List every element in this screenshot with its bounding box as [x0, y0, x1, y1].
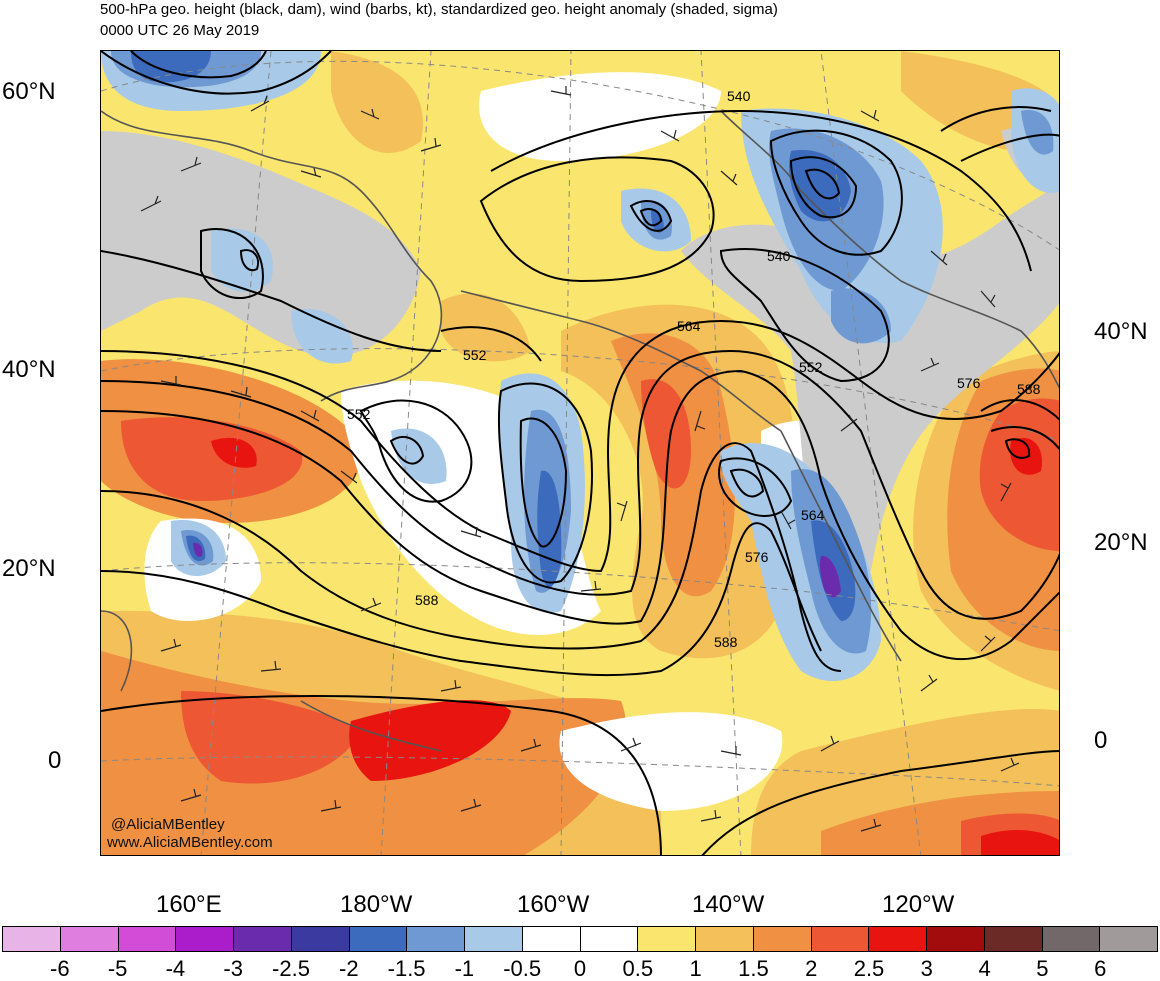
colorbar-label: 1 — [689, 956, 702, 981]
contour-label: 564 — [677, 318, 701, 334]
colorbar-cell — [465, 927, 523, 951]
height-contours — [101, 51, 1059, 855]
colorbar-label: 4 — [978, 956, 991, 981]
credit-handle: @AliciaMBentley — [111, 816, 225, 833]
colorbar-cell — [811, 927, 870, 951]
lon-label: 160°E — [156, 891, 222, 918]
colorbar-label: -0.5 — [503, 956, 542, 981]
colorbar-cell — [60, 927, 119, 951]
lat-label-right: 20°N — [1094, 529, 1148, 556]
colorbar-cell — [522, 927, 581, 951]
colorbar-label: 2 — [805, 956, 818, 981]
colorbar-label: -1 — [454, 956, 475, 981]
colorbar-label: -5 — [107, 956, 128, 981]
colorbar-label: -2.5 — [272, 956, 310, 981]
colorbar-label: 6 — [1094, 956, 1107, 981]
contour-label: 588 — [1017, 381, 1041, 397]
wind-barbs — [140, 86, 1020, 832]
colorbar-cell — [118, 927, 177, 951]
lat-label-right: 0 — [1094, 727, 1108, 754]
contour-label: 564 — [801, 507, 825, 523]
colorbar — [2, 926, 1158, 952]
colorbar-cell — [753, 927, 812, 951]
lon-label: 120°W — [882, 891, 955, 918]
lon-label: 160°W — [517, 891, 590, 918]
colorbar-label: -6 — [50, 956, 70, 981]
contour-label: 552 — [799, 359, 823, 375]
graticule — [101, 51, 1059, 855]
contour-label: 588 — [415, 592, 439, 608]
colorbar-cell — [291, 927, 350, 951]
colorbar-label: 0 — [573, 956, 587, 981]
contour-label: 588 — [714, 634, 738, 650]
contour-label: 576 — [957, 375, 981, 391]
lat-label-left: 60°N — [2, 78, 56, 105]
colorbar-label: -2 — [339, 956, 359, 981]
chart-title: 500-hPa geo. height (black, dam), wind (… — [100, 1, 778, 18]
contour-label: 540 — [727, 88, 751, 104]
contour-label: 576 — [745, 549, 769, 565]
colorbar-label: -3 — [223, 956, 243, 981]
colorbar-cell — [869, 927, 927, 951]
contour-labels: 540 540 552 552 552 564 564 576 576 588 … — [347, 88, 1041, 650]
lat-label-left: 0 — [48, 747, 62, 774]
colorbar-cell — [234, 927, 292, 951]
lon-label: 180°W — [340, 891, 413, 918]
lat-label-left: 20°N — [2, 555, 56, 582]
contour-label: 552 — [463, 347, 487, 363]
colorbar-cell — [696, 927, 754, 951]
colorbar-cell — [927, 927, 985, 951]
chart-timestamp: 0000 UTC 26 May 2019 — [100, 22, 260, 39]
lon-label: 140°W — [692, 891, 765, 918]
map-canvas: 540 540 552 552 552 564 564 576 576 588 … — [101, 51, 1059, 855]
colorbar-cell — [984, 927, 1043, 951]
credit-website: www.AliciaMBentley.com — [107, 834, 273, 851]
contour-label: 540 — [767, 248, 791, 264]
colorbar-cell — [349, 927, 408, 951]
colorbar-label: 2.5 — [853, 956, 885, 981]
lat-label-right: 40°N — [1094, 318, 1148, 345]
colorbar-cell — [1100, 927, 1157, 951]
colorbar-label: 0.5 — [622, 956, 654, 981]
colorbar-cell — [1042, 927, 1101, 951]
colorbar-cell — [176, 927, 234, 951]
colorbar-label: 5 — [1036, 956, 1049, 981]
colorbar-label: 3 — [920, 956, 933, 981]
colorbar-label: -4 — [165, 956, 186, 981]
colorbar-cell — [407, 927, 465, 951]
colorbar-cell — [580, 927, 639, 951]
colorbar-label: 1.5 — [738, 956, 769, 981]
colorbar-cell — [638, 927, 696, 951]
lat-label-left: 40°N — [2, 356, 56, 383]
weather-map: 540 540 552 552 552 564 564 576 576 588 … — [100, 50, 1060, 856]
colorbar-label: -1.5 — [387, 956, 426, 981]
contour-label: 552 — [347, 406, 371, 422]
coastlines — [101, 110, 1059, 752]
colorbar-cell — [3, 927, 61, 951]
anomaly-negative-extreme — [193, 542, 841, 598]
